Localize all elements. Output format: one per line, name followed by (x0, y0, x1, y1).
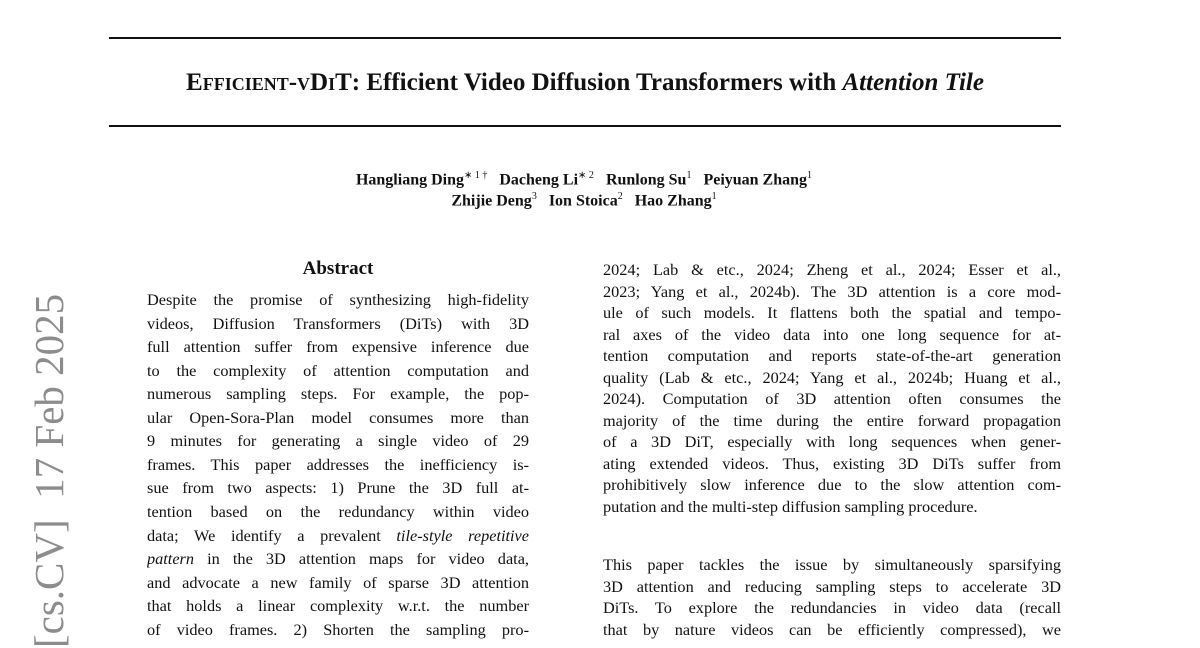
text-line: Despite the promise of synthesizing high… (147, 290, 529, 309)
text-line: that holds a linear complexity w.r.t. th… (147, 596, 529, 616)
text-line: tention based on the redundancy within v… (147, 501, 529, 521)
text-line: data; We identify a prevalent tile-style… (147, 526, 529, 546)
text-line: full attention suffer from expensive inf… (147, 337, 529, 357)
text-segment: in the 3D attention maps for video data, (194, 549, 529, 569)
author-name: Zhijie Deng (451, 192, 532, 210)
text-line: frames. This paper addresses the ineffic… (147, 454, 529, 474)
text-line: numerous sampling steps. For example, th… (147, 384, 529, 404)
abstract-heading: Abstract (302, 258, 374, 279)
author-name: Runlong Su (605, 171, 687, 189)
text-segment: pattern (147, 549, 195, 569)
text-line: tention computation and reports state-of… (603, 346, 1061, 365)
title-main: : Efficient Video Diffusion Transformers… (351, 69, 843, 96)
text-line: 2024). Computation of 3D attention often… (603, 389, 1061, 408)
text-line: majority of the time during the entire f… (603, 410, 1061, 430)
text-line: 3D attention and reducing sampling steps… (603, 576, 1061, 596)
top-rule (109, 37, 1061, 39)
author-affil: 1 (711, 191, 717, 202)
title-name: Efficient-vDiT (186, 69, 352, 96)
author-affil: 1 (807, 170, 813, 181)
text-line: ule of such models. It flattens both the… (603, 303, 1061, 322)
text-line: ating extended videos. Thus, existing 3D… (603, 453, 1061, 473)
author-affil: 3 (531, 191, 537, 202)
text-segment: tile-style repetitive (396, 525, 529, 545)
text-line: quality (Lab & etc., 2024; Yang et al., … (603, 367, 1061, 387)
author-name: Dacheng Li (499, 171, 579, 189)
text-segment: data; We identify a prevalent (147, 525, 397, 545)
title-italic: Attention Tile (842, 69, 984, 96)
text-line: ular Open-Sora-Plan model consumes more … (147, 407, 529, 427)
author-name: Hangliang Ding (355, 171, 464, 189)
author-name: Hao Zhang (634, 192, 712, 210)
author-row: Hangliang Ding∗ 1 † Dacheng Li∗ 2 Runlon… (0, 170, 1168, 189)
arxiv-stamp: [cs.CV] 17 Feb 2025 (26, 294, 72, 648)
text-line: videos, Diffusion Transformers (DiTs) wi… (147, 313, 529, 333)
text-line: 9 minutes for generating a single video … (147, 431, 529, 451)
text-line: DiTs. To explore the redundancies in vid… (603, 598, 1061, 617)
text-line: prohibitively slow inference due to the … (603, 475, 1061, 494)
text-line: that by nature videos can be efficiently… (603, 619, 1061, 639)
text-line: and advocate a new family of sparse 3D a… (147, 572, 529, 592)
author-affil: ∗ 1 † (463, 170, 488, 181)
title: Efficient-vDiT: Efficient Video Diffusio… (0, 69, 1170, 97)
text-line: pattern in the 3D attention maps for vid… (147, 549, 529, 569)
text-line: 2024; Lab & etc., 2024; Zheng et al., 20… (603, 260, 1061, 279)
text-line: of a 3D DiT, especially with long sequen… (603, 432, 1061, 451)
text-line: 2023; Yang et al., 2024b). The 3D attent… (603, 281, 1061, 301)
text-line: This paper tackles the issue by simultan… (603, 555, 1061, 574)
author-affil: ∗ 2 (578, 170, 594, 181)
text-line: ral axes of the video data into one long… (603, 324, 1061, 344)
text-line: of video frames. 2) Shorten the sampling… (147, 619, 529, 639)
author-affil: 1 (686, 170, 692, 181)
author-name: Ion Stoica (548, 192, 618, 210)
author-affil: 2 (617, 191, 623, 202)
bottom-rule (109, 125, 1061, 127)
arxiv-id: [cs.CV] 17 Feb 2025 (26, 294, 72, 648)
text-line: sue from two aspects: 1) Prune the 3D fu… (147, 478, 529, 498)
text-line: putation and the multi-step diffusion sa… (603, 496, 978, 516)
author-row: Zhijie Deng3 Ion Stoica2 Hao Zhang1 (0, 191, 1168, 210)
text-line: to the complexity of attention computati… (147, 360, 529, 380)
author-name: Peiyuan Zhang (703, 171, 808, 189)
